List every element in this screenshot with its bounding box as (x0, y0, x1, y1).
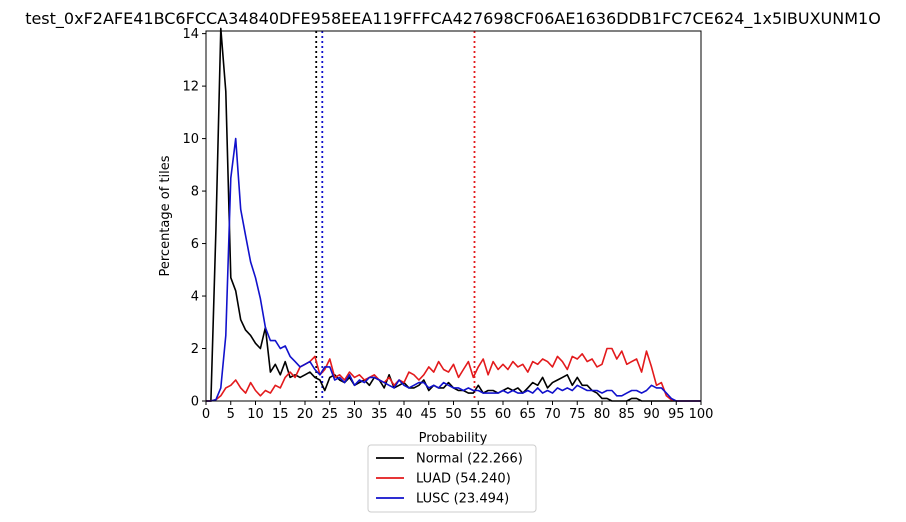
y-tick-label: 6 (191, 237, 199, 252)
x-tick-label: 90 (643, 407, 660, 422)
series-layer (206, 28, 701, 401)
chart-title: test_0xF2AFE41BC6FCCA34840DFE958EEA119FF… (25, 9, 881, 29)
y-tick-label: 2 (191, 342, 199, 357)
x-tick-label: 25 (321, 407, 338, 422)
x-tick-label: 0 (202, 407, 210, 422)
y-tick-label: 8 (191, 185, 199, 200)
y-tick-label: 10 (182, 132, 199, 147)
x-tick-label: 15 (272, 407, 289, 422)
x-tick-label: 80 (594, 407, 611, 422)
axes: 0 5 10 15 20 25 30 35 40 45 50 55 60 65 70 75 80 85 90 95 10… (182, 27, 713, 422)
series-line (206, 28, 701, 401)
x-tick-label: 30 (346, 407, 363, 422)
legend-label: LUAD (54.240) (416, 472, 511, 487)
legend: Normal (22.266) LUAD (54.240) LUSC (23.494… (368, 445, 536, 512)
x-tick-label: 20 (297, 407, 314, 422)
plot-frame (206, 31, 701, 401)
threshold-lines (316, 31, 474, 401)
y-tick-label: 0 (191, 395, 199, 410)
x-tick-label: 55 (470, 407, 487, 422)
x-tick-label: 100 (689, 407, 714, 422)
x-tick-label: 85 (618, 407, 635, 422)
x-tick-label: 40 (396, 407, 413, 422)
x-tick-label: 5 (227, 407, 235, 422)
x-tick-label: 35 (371, 407, 388, 422)
x-tick-label: 50 (445, 407, 462, 422)
legend-label: LUSC (23.494) (416, 492, 509, 507)
series-line (206, 139, 701, 401)
y-tick-label: 14 (182, 27, 199, 42)
x-tick-label: 65 (519, 407, 536, 422)
x-tick-label: 75 (569, 407, 586, 422)
x-tick-label: 70 (544, 407, 561, 422)
y-tick-label: 4 (191, 290, 199, 305)
y-axis-label: Percentage of tiles (158, 155, 173, 276)
x-tick-label: 45 (420, 407, 437, 422)
x-tick-label: 95 (668, 407, 685, 422)
y-tick-label: 12 (182, 80, 199, 95)
legend-label: Normal (22.266) (416, 452, 523, 467)
x-tick-label: 60 (495, 407, 512, 422)
x-tick-label: 10 (247, 407, 264, 422)
x-axis-label: Probability (419, 431, 488, 446)
